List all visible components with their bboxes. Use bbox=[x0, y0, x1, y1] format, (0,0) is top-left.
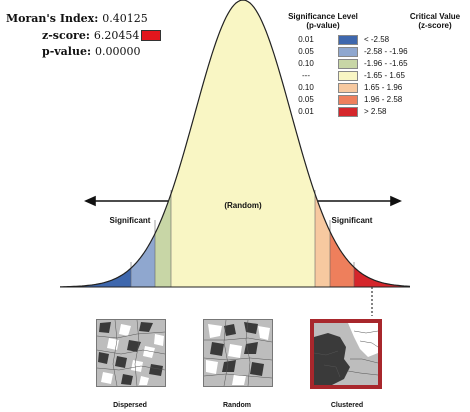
zscore-line: z-score: 6.20454 bbox=[42, 29, 139, 42]
random-caption: Random bbox=[223, 402, 251, 409]
legend-level: 0.05 bbox=[298, 95, 314, 104]
zscore-label: z-score: bbox=[42, 29, 90, 42]
legend-critical: -2.58 - -1.96 bbox=[364, 47, 408, 56]
morans-index-label: Moran's Index: bbox=[6, 12, 99, 25]
legend-swatch bbox=[338, 71, 358, 81]
clustered-map bbox=[310, 319, 382, 389]
legend-critical: 1.65 - 1.96 bbox=[364, 83, 403, 92]
morans-index-value: 0.40125 bbox=[102, 12, 148, 25]
sig-header-line2: (p-value) bbox=[306, 21, 340, 30]
legend-row: 0.01 > 2.58 bbox=[286, 106, 466, 117]
legend-row: 0.05 1.96 - 2.58 bbox=[286, 94, 466, 105]
legend-swatch bbox=[338, 59, 358, 69]
legend-row: 0.10 -1.96 - -1.65 bbox=[286, 58, 466, 69]
pvalue-line: p-value: 0.00000 bbox=[42, 45, 141, 58]
zone-random bbox=[171, 0, 315, 287]
curve-outline bbox=[60, 0, 411, 288]
zone-high-99 bbox=[354, 0, 410, 287]
curve-zones bbox=[60, 0, 410, 287]
legend-level: 0.01 bbox=[298, 35, 314, 44]
legend-level: 0.05 bbox=[298, 47, 314, 56]
legend-swatch bbox=[338, 95, 358, 105]
clustered-pattern bbox=[314, 323, 378, 385]
legend-critical: -1.96 - -1.65 bbox=[364, 59, 408, 68]
legend-swatch bbox=[338, 35, 358, 45]
legend-level: 0.10 bbox=[298, 59, 314, 68]
pvalue-label: p-value: bbox=[42, 45, 92, 58]
significant-right-label: Significant bbox=[331, 216, 373, 225]
legend-row: 0.10 1.65 - 1.96 bbox=[286, 82, 466, 93]
zone-high-95 bbox=[330, 0, 354, 287]
significance-legend: Significance Level (p-value) Critical Va… bbox=[286, 12, 470, 152]
left-arrow bbox=[84, 195, 168, 207]
clustered-caption: Clustered bbox=[330, 402, 364, 409]
random-center-label: (Random) bbox=[224, 201, 262, 210]
legend-level: 0.10 bbox=[298, 83, 314, 92]
morans-index-line: Moran's Index: 0.40125 bbox=[6, 12, 148, 25]
legend-critical: > 2.58 bbox=[364, 107, 387, 116]
zone-low-99 bbox=[60, 0, 131, 287]
crit-header-line2: (z-score) bbox=[418, 21, 452, 30]
legend-row: 0.01 < -2.58 bbox=[286, 34, 466, 45]
legend-row: --- -1.65 - 1.65 bbox=[286, 70, 466, 81]
legend-swatch bbox=[338, 107, 358, 117]
right-arrow bbox=[318, 195, 402, 207]
dispersed-caption: Dispersed bbox=[113, 402, 147, 409]
zscore-color-swatch bbox=[141, 30, 161, 41]
legend-critical: -1.65 - 1.65 bbox=[364, 71, 405, 80]
sig-level-header: Significance Level (p-value) bbox=[288, 12, 358, 30]
critical-value-header: Critical Value (z-score) bbox=[402, 12, 468, 30]
dispersed-pattern bbox=[97, 320, 165, 386]
legend-level: --- bbox=[302, 71, 310, 80]
legend-swatch bbox=[338, 83, 358, 93]
crit-header-line1: Critical Value bbox=[409, 12, 461, 21]
zscore-value: 6.20454 bbox=[93, 29, 140, 42]
legend-critical: 1.96 - 2.58 bbox=[364, 95, 403, 104]
legend-row: 0.05 -2.58 - -1.96 bbox=[286, 46, 466, 57]
legend-swatch bbox=[338, 47, 358, 57]
sig-header-line1: Significance Level bbox=[288, 12, 358, 21]
legend-level: 0.01 bbox=[298, 107, 314, 116]
significant-left-label: Significant bbox=[109, 216, 151, 225]
random-pattern bbox=[204, 320, 272, 386]
zone-low-95 bbox=[131, 0, 155, 287]
dispersed-map bbox=[96, 319, 166, 387]
legend-critical: < -2.58 bbox=[364, 35, 390, 44]
zone-high-90 bbox=[315, 0, 330, 287]
pvalue-value: 0.00000 bbox=[95, 45, 141, 58]
zone-low-90 bbox=[155, 0, 171, 287]
random-map bbox=[203, 319, 273, 387]
